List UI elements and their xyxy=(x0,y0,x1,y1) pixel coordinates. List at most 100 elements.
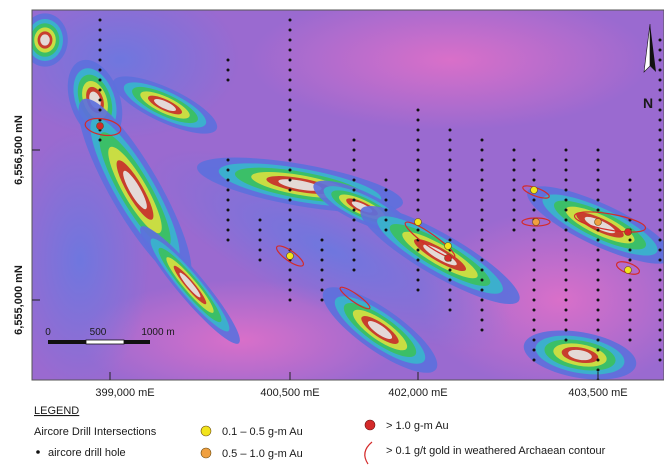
drill-hole xyxy=(659,299,662,302)
drill-hole xyxy=(513,209,516,212)
drill-hole xyxy=(629,329,632,332)
drill-hole xyxy=(597,289,600,292)
drill-hole xyxy=(597,349,600,352)
drill-hole xyxy=(659,269,662,272)
drill-hole xyxy=(417,279,420,282)
drill-hole xyxy=(565,219,568,222)
drill-hole xyxy=(449,159,452,162)
drill-hole xyxy=(659,189,662,192)
drill-hole xyxy=(289,149,292,152)
legend-text: aircore drill hole xyxy=(48,447,126,459)
drill-hole xyxy=(449,189,452,192)
drill-hole xyxy=(289,169,292,172)
drill-hole xyxy=(385,179,388,182)
easting-label: 399,000 mE xyxy=(95,387,154,399)
drill-hole xyxy=(289,189,292,192)
drill-hole xyxy=(289,299,292,302)
drill-hole xyxy=(659,69,662,72)
drill-hole xyxy=(533,249,536,252)
drill-hole xyxy=(289,279,292,282)
drill-hole xyxy=(481,239,484,242)
intersection xyxy=(531,187,538,194)
legend-text: > 0.1 g/t gold in weathered Archaean con… xyxy=(386,445,606,457)
drill-hole xyxy=(565,189,568,192)
drill-hole xyxy=(513,149,516,152)
drill-hole xyxy=(659,119,662,122)
drill-hole xyxy=(417,169,420,172)
legend: LEGEND Aircore Drill Intersections airco… xyxy=(34,405,606,464)
drill-hole xyxy=(659,259,662,262)
drill-hole xyxy=(417,189,420,192)
drill-hole xyxy=(417,209,420,212)
drill-hole xyxy=(597,309,600,312)
legend-group: Aircore Drill Intersections xyxy=(34,426,157,438)
drill-hole xyxy=(597,189,600,192)
drill-hole xyxy=(597,149,600,152)
drill-hole xyxy=(513,179,516,182)
drill-hole xyxy=(289,159,292,162)
drill-hole xyxy=(289,269,292,272)
drill-hole xyxy=(533,239,536,242)
drill-hole xyxy=(565,169,568,172)
drill-hole xyxy=(385,229,388,232)
drill-hole xyxy=(659,349,662,352)
drill-hole xyxy=(659,169,662,172)
drill-hole xyxy=(481,269,484,272)
drill-hole xyxy=(659,319,662,322)
drill-hole xyxy=(353,149,356,152)
drill-hole xyxy=(533,309,536,312)
drill-hole xyxy=(259,229,262,232)
drill-hole xyxy=(417,199,420,202)
drill-hole xyxy=(449,309,452,312)
drill-hole xyxy=(227,179,230,182)
drill-hole xyxy=(289,289,292,292)
legend-text: > 1.0 g-m Au xyxy=(386,420,449,432)
drill-hole xyxy=(449,209,452,212)
drill-hole xyxy=(659,109,662,112)
drill-hole xyxy=(289,199,292,202)
drill-hole xyxy=(385,219,388,222)
drill-hole xyxy=(533,299,536,302)
drill-hole xyxy=(659,89,662,92)
drill-hole xyxy=(629,199,632,202)
drill-hole xyxy=(99,39,102,42)
intersection xyxy=(445,243,452,250)
drill-hole xyxy=(227,219,230,222)
drill-hole xyxy=(597,369,600,372)
drill-hole xyxy=(597,259,600,262)
drill-hole xyxy=(565,259,568,262)
drill-hole xyxy=(417,139,420,142)
drill-hole xyxy=(597,209,600,212)
drill-hole xyxy=(99,59,102,62)
drill-hole xyxy=(99,139,102,142)
drill-hole xyxy=(533,209,536,212)
drill-hole xyxy=(565,199,568,202)
drill-hole xyxy=(289,129,292,132)
drill-hole xyxy=(597,229,600,232)
drill-hole xyxy=(565,179,568,182)
drill-hole xyxy=(481,179,484,182)
drill-hole xyxy=(289,229,292,232)
drill-hole xyxy=(289,139,292,142)
drill-hole xyxy=(533,159,536,162)
drill-hole xyxy=(99,99,102,102)
drill-hole xyxy=(259,239,262,242)
drill-hole xyxy=(565,209,568,212)
drill-hole xyxy=(227,239,230,242)
drill-hole xyxy=(481,299,484,302)
drill-hole xyxy=(417,149,420,152)
drill-hole xyxy=(289,239,292,242)
drill-hole xyxy=(449,279,452,282)
drill-hole xyxy=(449,139,452,142)
legend-mid-symbol xyxy=(201,448,211,458)
drill-hole xyxy=(481,329,484,332)
legend-low-symbol xyxy=(201,426,211,436)
drill-hole xyxy=(659,149,662,152)
drill-hole xyxy=(481,259,484,262)
intersection xyxy=(595,219,602,226)
drill-hole xyxy=(659,309,662,312)
drill-hole xyxy=(99,49,102,52)
drill-hole xyxy=(227,199,230,202)
drill-hole xyxy=(565,329,568,332)
drill-hole xyxy=(629,339,632,342)
